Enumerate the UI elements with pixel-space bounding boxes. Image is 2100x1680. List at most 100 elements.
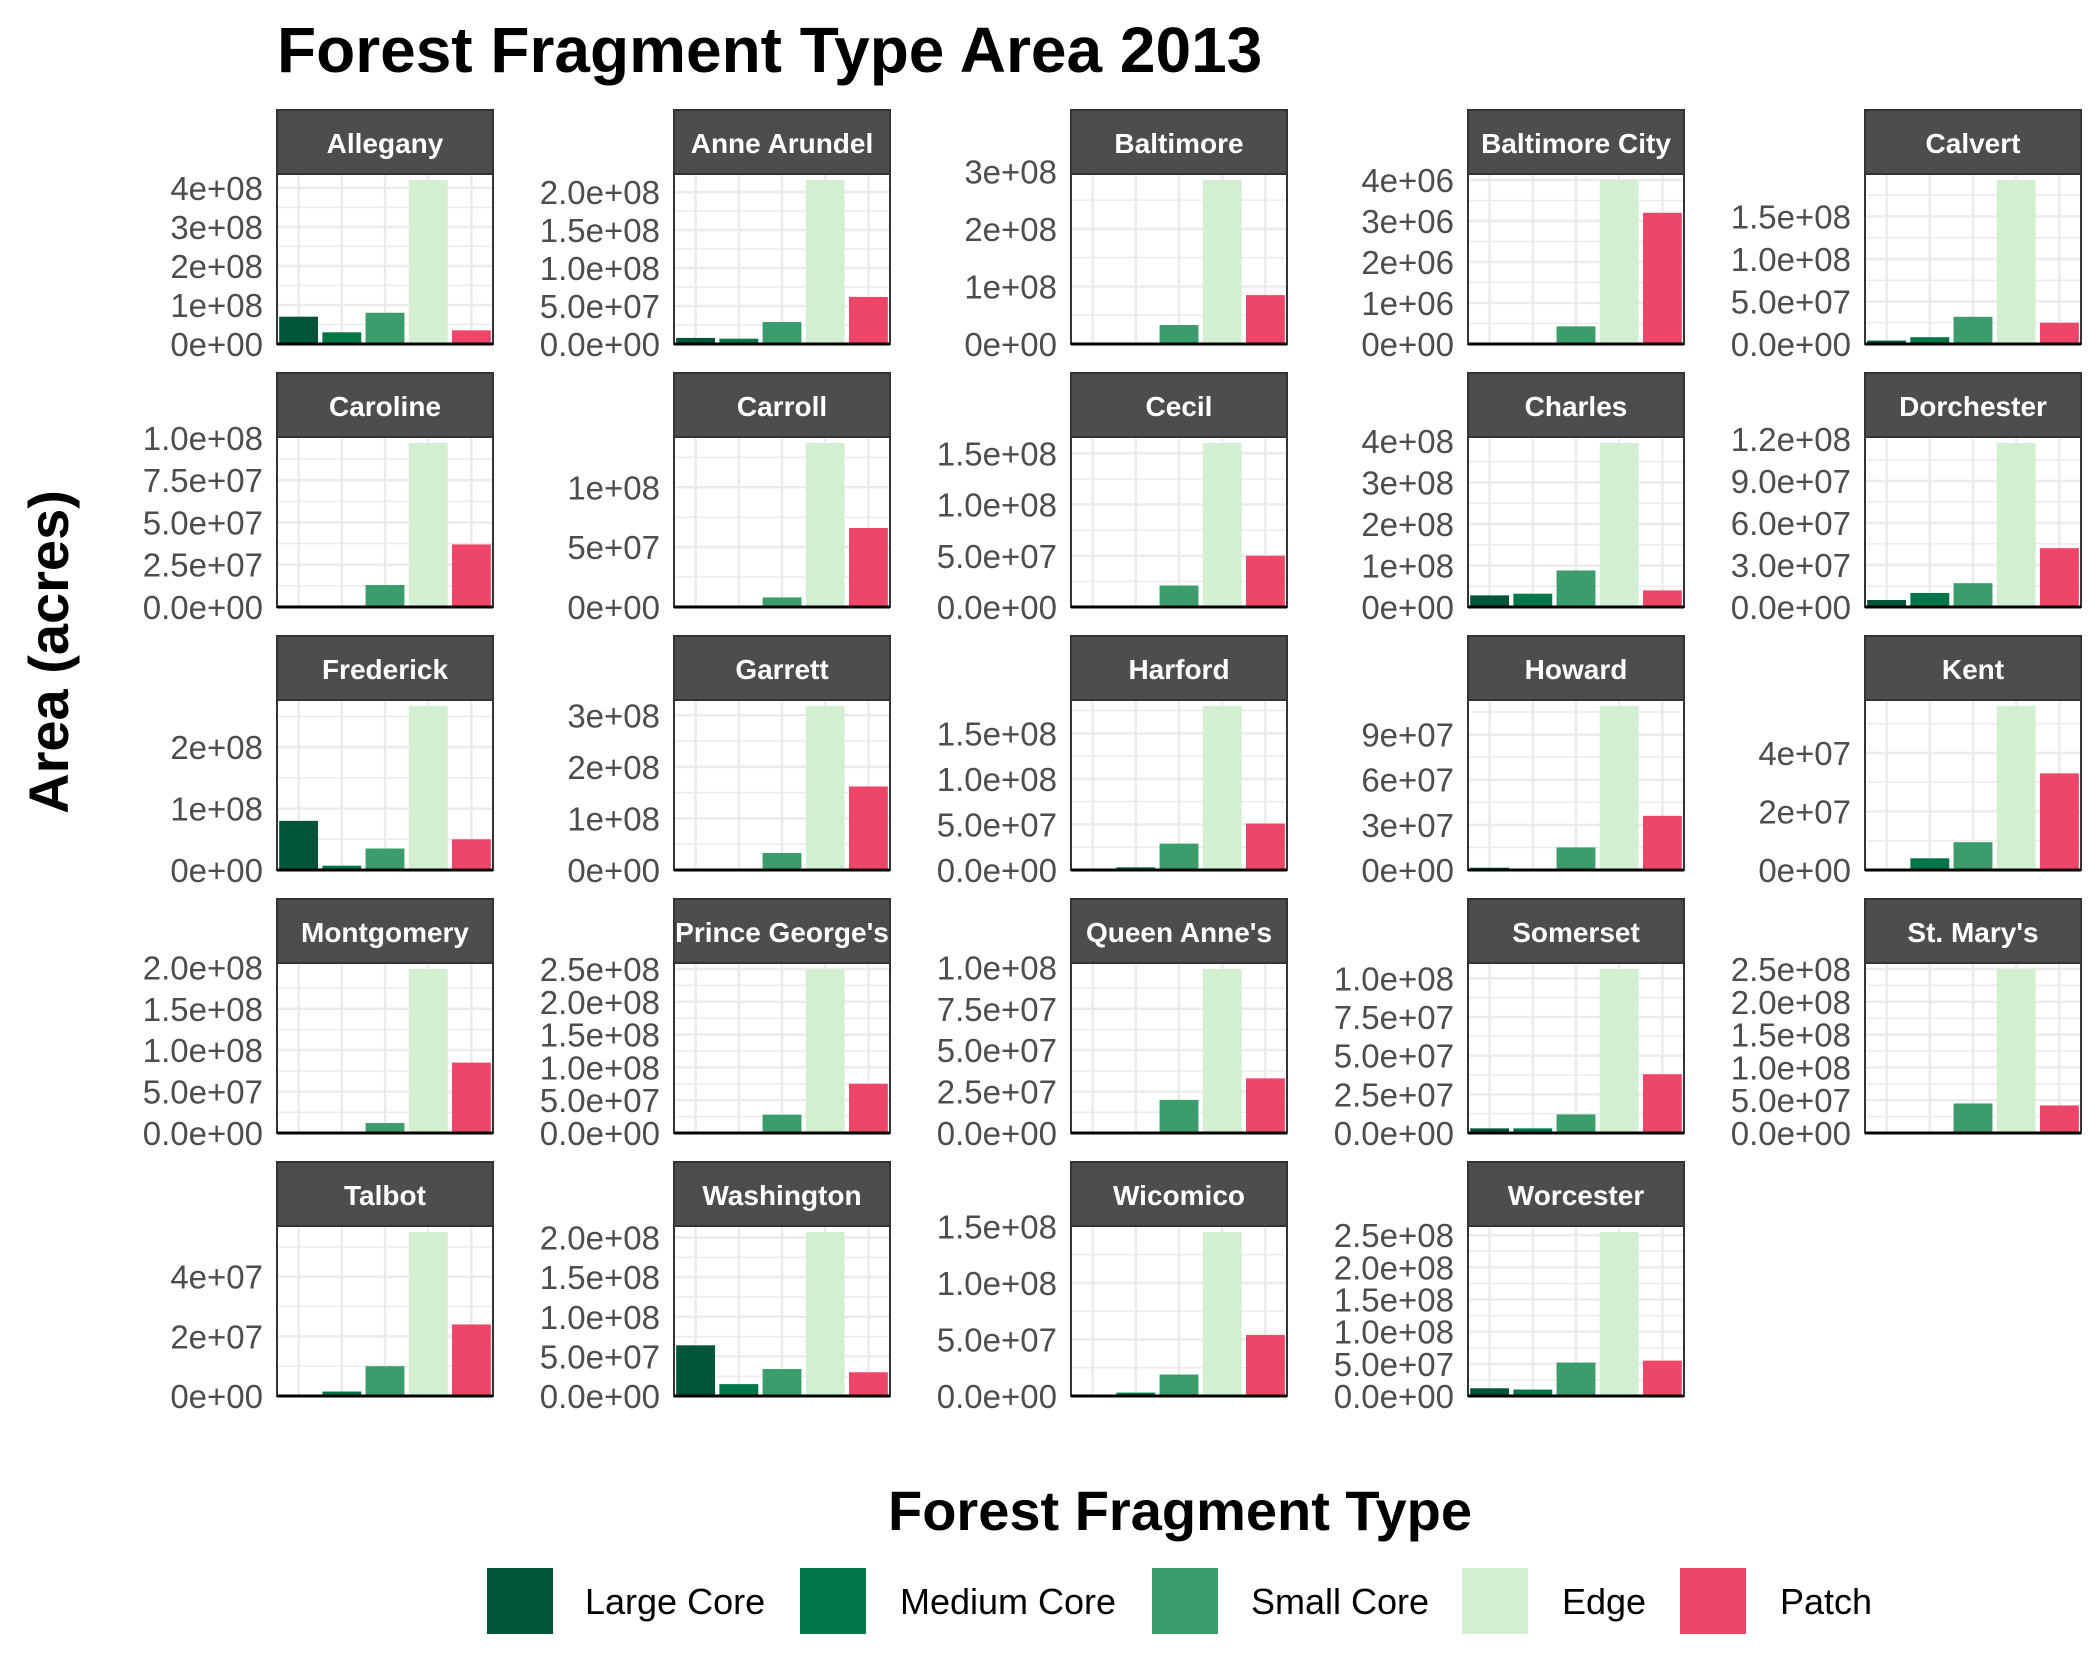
bar-small-core bbox=[1556, 847, 1596, 870]
bar-small-core bbox=[365, 312, 405, 344]
legend-swatch bbox=[1152, 1568, 1218, 1634]
bar-edge bbox=[1599, 443, 1639, 607]
bar-edge bbox=[408, 969, 448, 1133]
y-tick-label: 1.5e+08 bbox=[937, 715, 1057, 752]
facet-strip-label: Somerset bbox=[1512, 917, 1640, 948]
legend: Large Core Medium Core Small Core Edge Patch bbox=[487, 1568, 1872, 1634]
bar-small-core bbox=[1159, 1374, 1199, 1396]
y-tick-label: 2.5e+07 bbox=[1334, 1076, 1454, 1113]
legend-item-edge: Edge bbox=[1462, 1568, 1646, 1634]
bar-patch bbox=[848, 527, 888, 607]
y-tick-label: 2e+08 bbox=[567, 749, 660, 786]
bar-edge bbox=[1996, 969, 2036, 1133]
bar-edge bbox=[805, 1232, 845, 1396]
bar-patch bbox=[1642, 1074, 1682, 1133]
facet-strip bbox=[1070, 1161, 1288, 1227]
y-tick-label: 0e+00 bbox=[1361, 852, 1454, 889]
bar-small-core bbox=[1953, 583, 1993, 607]
y-tick-label: 2e+07 bbox=[170, 1318, 263, 1355]
bar-patch bbox=[451, 544, 491, 607]
facet-caroline: Caroline 0.0e+00 2.5e+07 5.0e+07 7.5e+07 1.0e… bbox=[143, 372, 494, 626]
y-tick-label: 1e+08 bbox=[567, 469, 660, 506]
legend-swatch bbox=[487, 1568, 553, 1634]
y-tick-label: 1.5e+08 bbox=[540, 212, 660, 249]
bar-edge bbox=[1599, 706, 1639, 870]
facet-strip-label: Washington bbox=[702, 1180, 861, 1211]
y-tick-label: 1.0e+08 bbox=[937, 761, 1057, 798]
facet-baltimore: Baltimore 0e+00 1e+08 2e+08 3e+08 bbox=[964, 109, 1288, 363]
facet-strip-label: St. Mary's bbox=[1907, 917, 2038, 948]
y-tick-label: 5.0e+07 bbox=[1334, 1346, 1454, 1383]
facet-strip-label: Howard bbox=[1525, 654, 1628, 685]
facet-baltimore-city: Baltimore City 0e+00 1e+06 2e+06 3e+06 4e+06 bbox=[1361, 109, 1685, 363]
legend-label: Large Core bbox=[585, 1581, 765, 1622]
facet-strip bbox=[1467, 898, 1685, 964]
y-tick-label: 9e+07 bbox=[1361, 717, 1454, 754]
facet-strip bbox=[276, 1161, 494, 1227]
bar-small-core bbox=[762, 1114, 802, 1133]
facet-strip-label: Baltimore City bbox=[1481, 128, 1671, 159]
y-tick-label: 5.0e+07 bbox=[937, 806, 1057, 843]
facet-washington: Washington 0.0e+005.0e+071.0e+081.5e+082.… bbox=[540, 1161, 891, 1415]
facet-strip-label: Wicomico bbox=[1113, 1180, 1245, 1211]
y-tick-label: 1.5e+08 bbox=[540, 1017, 660, 1054]
y-tick-label: 0.0e+00 bbox=[143, 1115, 263, 1152]
bar-edge bbox=[1599, 180, 1639, 344]
y-tick-label: 0e+00 bbox=[1361, 589, 1454, 626]
facet-strip-label: Harford bbox=[1128, 654, 1229, 685]
bar-medium-core bbox=[1513, 593, 1553, 607]
bar-small-core bbox=[1953, 1103, 1993, 1133]
bar-medium-core bbox=[1513, 1128, 1553, 1133]
facet-strip bbox=[1467, 109, 1685, 175]
y-tick-label: 0.0e+00 bbox=[1334, 1378, 1454, 1415]
bar-small-core bbox=[762, 597, 802, 607]
bar-large-core bbox=[279, 316, 319, 344]
y-tick-label: 1.0e+08 bbox=[1334, 960, 1454, 997]
facet-strip-label: Dorchester bbox=[1899, 391, 2047, 422]
bar-medium-core bbox=[719, 338, 759, 344]
y-tick-label: 2e+07 bbox=[1758, 793, 1851, 830]
facet-frederick: Frederick 0e+00 1e+08 2e+08 bbox=[170, 635, 494, 889]
y-tick-label: 1.0e+08 bbox=[1731, 1049, 1851, 1086]
bar-small-core bbox=[1159, 1099, 1199, 1133]
y-tick-label: 0.0e+00 bbox=[1731, 1115, 1851, 1152]
y-tick-label: 4e+06 bbox=[1361, 162, 1454, 199]
facet-strip-label: Carroll bbox=[737, 391, 827, 422]
facet-st-mary-s: St. Mary's0.0e+005.0e+071.0e+081.5e+082.… bbox=[1731, 898, 2082, 1152]
bar-patch bbox=[848, 1083, 888, 1133]
legend-label: Medium Core bbox=[900, 1581, 1116, 1622]
legend-label: Patch bbox=[1780, 1581, 1872, 1622]
y-tick-label: 2.5e+08 bbox=[1334, 1217, 1454, 1254]
y-tick-label: 5.0e+07 bbox=[937, 538, 1057, 575]
facet-strip bbox=[276, 635, 494, 701]
bar-edge bbox=[1996, 443, 2036, 607]
bar-patch bbox=[1245, 555, 1285, 607]
bar-large-core bbox=[676, 1345, 716, 1396]
y-tick-label: 1.5e+08 bbox=[540, 1259, 660, 1296]
bar-patch bbox=[451, 839, 491, 870]
y-tick-label: 0.0e+00 bbox=[937, 589, 1057, 626]
facet-strip-label: Allegany bbox=[327, 128, 444, 159]
bar-large-core bbox=[1867, 599, 1907, 607]
y-tick-label: 2.5e+08 bbox=[540, 951, 660, 988]
bar-medium-core bbox=[1116, 1392, 1156, 1396]
bar-patch bbox=[1642, 212, 1682, 344]
facet-talbot: Talbot 0e+00 2e+07 4e+07 bbox=[170, 1161, 494, 1415]
y-tick-label: 1.0e+08 bbox=[937, 1265, 1057, 1302]
bar-edge bbox=[1996, 706, 2036, 870]
facet-strip bbox=[1864, 109, 2082, 175]
bar-patch bbox=[1245, 823, 1285, 870]
facet-strip bbox=[1070, 635, 1288, 701]
bar-patch bbox=[848, 1372, 888, 1396]
y-tick-label: 4e+08 bbox=[170, 170, 263, 207]
y-tick-label: 5.0e+07 bbox=[143, 1074, 263, 1111]
y-axis-label: Area (acres) bbox=[17, 490, 80, 814]
facet-harford: Harford 0.0e+00 5.0e+07 1.0e+08 1.5e+08 bbox=[937, 635, 1288, 889]
bar-small-core bbox=[365, 1366, 405, 1396]
y-tick-label: 0e+00 bbox=[964, 326, 1057, 363]
facet-howard: Howard 0e+00 3e+07 6e+07 9e+07 bbox=[1361, 635, 1685, 889]
facet-carroll: Carroll 0e+00 5e+07 1e+08 bbox=[567, 372, 891, 626]
